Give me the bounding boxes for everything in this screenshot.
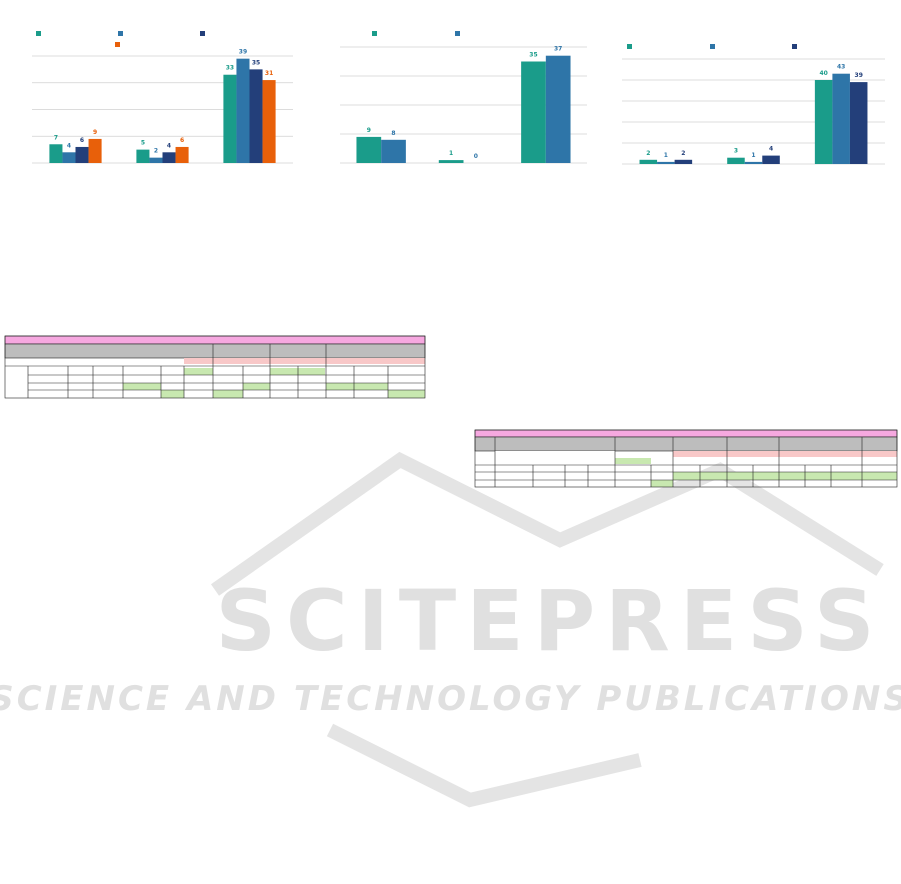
value-label: 4 <box>67 142 71 149</box>
legend-swatch <box>200 31 205 36</box>
value-label: 6 <box>180 137 184 144</box>
value-label: 2 <box>646 150 650 157</box>
table-cell <box>123 383 161 390</box>
watermark-title: SCITEPRESS <box>216 572 885 670</box>
table-cell <box>184 358 425 364</box>
bar <box>545 55 571 164</box>
table-cell <box>388 390 425 398</box>
table-border <box>4 335 426 399</box>
table-cell <box>213 390 243 398</box>
bar <box>521 61 546 163</box>
bar <box>149 157 163 163</box>
bar <box>674 159 693 164</box>
bar <box>639 159 658 164</box>
legend-swatch <box>36 31 41 36</box>
bar <box>62 152 76 163</box>
value-label: 0 <box>474 153 478 160</box>
watermark <box>210 451 884 808</box>
value-label: 43 <box>837 64 845 71</box>
bar <box>438 160 464 163</box>
watermark-logo <box>210 451 884 596</box>
table-cell <box>673 451 897 457</box>
value-label: 39 <box>239 49 247 56</box>
value-label: 5 <box>141 140 145 147</box>
value-label: 35 <box>252 59 260 66</box>
value-label: 4 <box>769 146 773 153</box>
value-label: 33 <box>226 65 234 72</box>
table-cell <box>270 368 325 375</box>
table-cell <box>615 458 651 464</box>
table-border <box>474 429 898 488</box>
value-label: 1 <box>664 152 668 159</box>
table-1 <box>4 335 426 399</box>
bar <box>762 155 780 164</box>
value-label: 35 <box>529 52 537 59</box>
table-2 <box>474 429 898 488</box>
legend-swatch <box>118 31 123 36</box>
table-cell <box>495 451 615 465</box>
value-label: 2 <box>681 150 685 157</box>
value-label: 31 <box>265 70 273 77</box>
legend-swatch <box>792 44 797 49</box>
table-cell <box>184 368 213 375</box>
value-label: 1 <box>751 152 755 159</box>
table-header <box>4 343 426 359</box>
bar <box>49 144 63 163</box>
table-header <box>474 436 898 452</box>
bar <box>832 73 850 164</box>
table-cell <box>651 480 673 487</box>
table-rules <box>5 344 425 398</box>
bar <box>727 157 745 164</box>
bar <box>814 80 833 164</box>
watermark-subtitle: SCIENCE AND TECHNOLOGY PUBLICATIONS <box>0 679 901 719</box>
bar <box>249 69 263 163</box>
table-cell <box>161 390 184 398</box>
value-label: 6 <box>80 137 84 144</box>
watermark-logo <box>326 723 642 808</box>
value-label: 4 <box>167 142 171 149</box>
bar <box>136 149 150 163</box>
value-label: 39 <box>855 72 863 79</box>
bar <box>744 161 763 164</box>
table-cell <box>673 472 897 480</box>
bar <box>262 80 276 163</box>
legend-swatch <box>627 44 632 49</box>
legend-swatch <box>710 44 715 49</box>
value-label: 2 <box>154 148 158 155</box>
bar <box>223 74 237 163</box>
value-label: 40 <box>819 70 827 77</box>
bar <box>657 161 675 164</box>
bar <box>849 82 868 164</box>
table-band <box>474 429 898 438</box>
value-label: 9 <box>93 129 97 136</box>
value-label: 9 <box>367 127 371 134</box>
legend-swatch <box>372 31 377 36</box>
table-band <box>4 335 426 345</box>
legend-swatch <box>115 42 120 47</box>
bar <box>356 136 382 163</box>
bar <box>88 138 102 163</box>
value-label: 3 <box>734 148 738 155</box>
bar <box>75 146 89 163</box>
table-rules <box>475 437 897 487</box>
bar <box>236 58 250 163</box>
value-label: 37 <box>554 46 562 53</box>
value-label: 7 <box>54 134 58 141</box>
bar <box>162 152 176 163</box>
bar <box>381 139 406 163</box>
value-label: 8 <box>391 130 395 137</box>
table-cell <box>326 383 388 390</box>
table-cell <box>243 383 270 390</box>
legend-swatch <box>455 31 460 36</box>
bar <box>175 146 189 163</box>
value-label: 1 <box>449 150 453 157</box>
